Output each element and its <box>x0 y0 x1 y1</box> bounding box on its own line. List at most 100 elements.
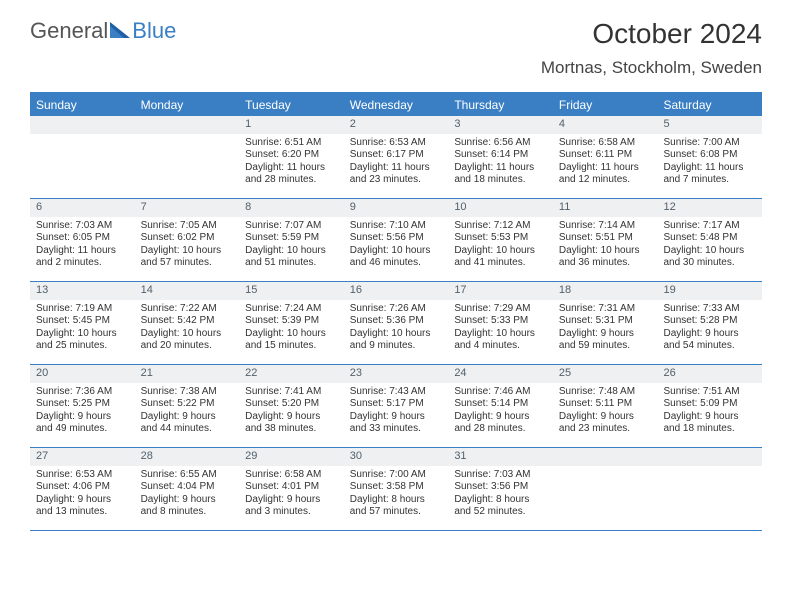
day-cell: 21Sunrise: 7:38 AMSunset: 5:22 PMDayligh… <box>135 365 240 447</box>
day-body: Sunrise: 7:51 AMSunset: 5:09 PMDaylight:… <box>657 383 762 440</box>
day-daylight: Daylight: 9 hours and 59 minutes. <box>559 328 652 353</box>
day-daylight: Daylight: 9 hours and 8 minutes. <box>141 494 234 519</box>
day-cell-empty <box>30 116 135 198</box>
day-number <box>135 116 240 134</box>
day-daylight: Daylight: 10 hours and 46 minutes. <box>350 245 443 270</box>
day-cell: 5Sunrise: 7:00 AMSunset: 6:08 PMDaylight… <box>657 116 762 198</box>
location-label: Mortnas, Stockholm, Sweden <box>541 58 762 78</box>
day-sunrise: Sunrise: 7:26 AM <box>350 303 443 316</box>
day-sunset: Sunset: 6:02 PM <box>141 232 234 245</box>
day-number: 14 <box>135 282 240 300</box>
weekday-header: Thursday <box>448 94 553 116</box>
day-body: Sunrise: 7:17 AMSunset: 5:48 PMDaylight:… <box>657 217 762 274</box>
day-number: 9 <box>344 199 449 217</box>
day-daylight: Daylight: 11 hours and 12 minutes. <box>559 162 652 187</box>
day-cell: 7Sunrise: 7:05 AMSunset: 6:02 PMDaylight… <box>135 199 240 281</box>
day-daylight: Daylight: 9 hours and 44 minutes. <box>141 411 234 436</box>
day-number: 12 <box>657 199 762 217</box>
day-daylight: Daylight: 10 hours and 20 minutes. <box>141 328 234 353</box>
day-sunrise: Sunrise: 7:41 AM <box>245 386 338 399</box>
day-sunrise: Sunrise: 6:56 AM <box>454 137 547 150</box>
day-sunrise: Sunrise: 7:46 AM <box>454 386 547 399</box>
day-sunrise: Sunrise: 6:55 AM <box>141 469 234 482</box>
day-body: Sunrise: 7:48 AMSunset: 5:11 PMDaylight:… <box>553 383 658 440</box>
day-body: Sunrise: 6:55 AMSunset: 4:04 PMDaylight:… <box>135 466 240 523</box>
week-row: 27Sunrise: 6:53 AMSunset: 4:06 PMDayligh… <box>30 448 762 531</box>
day-sunset: Sunset: 5:59 PM <box>245 232 338 245</box>
day-number: 16 <box>344 282 449 300</box>
day-sunrise: Sunrise: 6:58 AM <box>559 137 652 150</box>
day-body: Sunrise: 7:24 AMSunset: 5:39 PMDaylight:… <box>239 300 344 357</box>
day-sunrise: Sunrise: 7:12 AM <box>454 220 547 233</box>
weekday-header: Tuesday <box>239 94 344 116</box>
day-sunrise: Sunrise: 7:00 AM <box>663 137 756 150</box>
day-cell: 16Sunrise: 7:26 AMSunset: 5:36 PMDayligh… <box>344 282 449 364</box>
day-sunset: Sunset: 5:09 PM <box>663 398 756 411</box>
day-sunrise: Sunrise: 7:29 AM <box>454 303 547 316</box>
day-sunrise: Sunrise: 7:14 AM <box>559 220 652 233</box>
day-body: Sunrise: 7:41 AMSunset: 5:20 PMDaylight:… <box>239 383 344 440</box>
day-daylight: Daylight: 9 hours and 18 minutes. <box>663 411 756 436</box>
logo-text-general: General <box>30 18 108 44</box>
day-daylight: Daylight: 9 hours and 3 minutes. <box>245 494 338 519</box>
day-sunrise: Sunrise: 7:17 AM <box>663 220 756 233</box>
day-cell: 4Sunrise: 6:58 AMSunset: 6:11 PMDaylight… <box>553 116 658 198</box>
day-number: 11 <box>553 199 658 217</box>
day-number: 24 <box>448 365 553 383</box>
week-row: 20Sunrise: 7:36 AMSunset: 5:25 PMDayligh… <box>30 365 762 448</box>
day-sunset: Sunset: 5:22 PM <box>141 398 234 411</box>
day-cell: 1Sunrise: 6:51 AMSunset: 6:20 PMDaylight… <box>239 116 344 198</box>
day-number <box>657 448 762 466</box>
day-number: 26 <box>657 365 762 383</box>
day-cell: 19Sunrise: 7:33 AMSunset: 5:28 PMDayligh… <box>657 282 762 364</box>
day-number: 2 <box>344 116 449 134</box>
day-body: Sunrise: 7:03 AMSunset: 6:05 PMDaylight:… <box>30 217 135 274</box>
day-number: 3 <box>448 116 553 134</box>
day-number: 21 <box>135 365 240 383</box>
day-cell: 28Sunrise: 6:55 AMSunset: 4:04 PMDayligh… <box>135 448 240 530</box>
day-sunset: Sunset: 6:20 PM <box>245 149 338 162</box>
day-daylight: Daylight: 10 hours and 41 minutes. <box>454 245 547 270</box>
day-sunrise: Sunrise: 7:00 AM <box>350 469 443 482</box>
day-daylight: Daylight: 9 hours and 49 minutes. <box>36 411 129 436</box>
day-number: 5 <box>657 116 762 134</box>
day-sunrise: Sunrise: 7:31 AM <box>559 303 652 316</box>
day-cell: 12Sunrise: 7:17 AMSunset: 5:48 PMDayligh… <box>657 199 762 281</box>
day-sunrise: Sunrise: 7:51 AM <box>663 386 756 399</box>
day-body: Sunrise: 6:53 AMSunset: 6:17 PMDaylight:… <box>344 134 449 191</box>
day-sunrise: Sunrise: 7:43 AM <box>350 386 443 399</box>
day-body: Sunrise: 6:51 AMSunset: 6:20 PMDaylight:… <box>239 134 344 191</box>
day-body: Sunrise: 7:12 AMSunset: 5:53 PMDaylight:… <box>448 217 553 274</box>
weekday-header: Saturday <box>657 94 762 116</box>
day-cell: 31Sunrise: 7:03 AMSunset: 3:56 PMDayligh… <box>448 448 553 530</box>
day-number: 1 <box>239 116 344 134</box>
day-daylight: Daylight: 9 hours and 38 minutes. <box>245 411 338 436</box>
day-cell: 22Sunrise: 7:41 AMSunset: 5:20 PMDayligh… <box>239 365 344 447</box>
weekday-header: Sunday <box>30 94 135 116</box>
day-body: Sunrise: 7:00 AMSunset: 3:58 PMDaylight:… <box>344 466 449 523</box>
logo: General Blue <box>30 18 176 44</box>
day-sunset: Sunset: 4:01 PM <box>245 481 338 494</box>
day-sunset: Sunset: 5:45 PM <box>36 315 129 328</box>
logo-triangle-icon <box>110 20 130 43</box>
day-number: 19 <box>657 282 762 300</box>
day-number <box>553 448 658 466</box>
day-daylight: Daylight: 10 hours and 51 minutes. <box>245 245 338 270</box>
day-body: Sunrise: 7:22 AMSunset: 5:42 PMDaylight:… <box>135 300 240 357</box>
day-body: Sunrise: 7:38 AMSunset: 5:22 PMDaylight:… <box>135 383 240 440</box>
day-sunset: Sunset: 5:31 PM <box>559 315 652 328</box>
day-cell: 3Sunrise: 6:56 AMSunset: 6:14 PMDaylight… <box>448 116 553 198</box>
day-sunset: Sunset: 6:08 PM <box>663 149 756 162</box>
day-number <box>30 116 135 134</box>
calendar: SundayMondayTuesdayWednesdayThursdayFrid… <box>30 92 762 531</box>
day-daylight: Daylight: 11 hours and 23 minutes. <box>350 162 443 187</box>
day-cell: 18Sunrise: 7:31 AMSunset: 5:31 PMDayligh… <box>553 282 658 364</box>
day-cell: 13Sunrise: 7:19 AMSunset: 5:45 PMDayligh… <box>30 282 135 364</box>
day-number: 22 <box>239 365 344 383</box>
day-cell-empty <box>553 448 658 530</box>
day-sunrise: Sunrise: 7:22 AM <box>141 303 234 316</box>
weekday-header: Monday <box>135 94 240 116</box>
day-body: Sunrise: 7:29 AMSunset: 5:33 PMDaylight:… <box>448 300 553 357</box>
day-daylight: Daylight: 11 hours and 18 minutes. <box>454 162 547 187</box>
day-daylight: Daylight: 9 hours and 33 minutes. <box>350 411 443 436</box>
